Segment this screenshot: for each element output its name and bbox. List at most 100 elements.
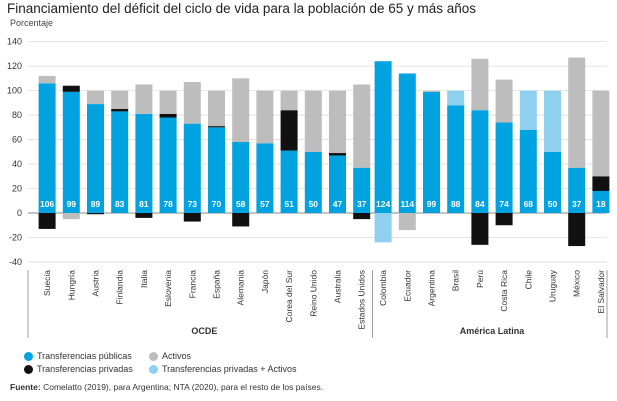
x-tick-label: Finlandia — [115, 270, 125, 305]
bar-segment-activos — [304, 90, 322, 152]
bar-segment-activos — [135, 84, 153, 114]
x-tick-label: Chile — [523, 270, 533, 290]
data-label: 84 — [475, 199, 485, 209]
data-label: 58 — [236, 199, 246, 209]
bar-segment-activos — [159, 90, 177, 114]
stacked-bar-chart: -40 -20 0 20 40 60 80 100 120 140 106 Suecia 99 Hungr… — [7, 37, 610, 338]
bar-segment-publicas — [208, 127, 225, 213]
bar-segment-activos — [62, 213, 80, 220]
bar-segment-privadas — [280, 110, 298, 151]
bar-segment-activos — [592, 90, 610, 177]
y-tick-label: 0 — [17, 208, 22, 218]
bar-segment-publicas — [447, 105, 465, 213]
y-axis-unit-label: Porcentaje — [10, 18, 54, 28]
x-tick-label: Uruguay — [548, 269, 558, 302]
legend-item-privadas-activos: Transferencias privadas + Activos — [149, 364, 296, 374]
legend-item-publicas: Transferencias públicas — [24, 351, 132, 361]
x-tick-label: Italia — [139, 270, 149, 288]
data-label: 57 — [260, 199, 270, 209]
bar-segment-privadas — [38, 213, 56, 229]
data-label: 18 — [596, 199, 606, 209]
x-tick-label: Francia — [187, 270, 197, 299]
source-note: Fuente: Comelatto (2019), para Argentina… — [10, 382, 323, 392]
bar-segment-publicas — [232, 142, 250, 213]
bar-segment-activos — [423, 90, 440, 92]
data-label: 70 — [212, 199, 222, 209]
source-text: Comelatto (2019), para Argentina; NTA (2… — [43, 382, 324, 392]
data-label: 124 — [376, 199, 390, 209]
bar-segment-activos — [353, 84, 371, 168]
bar-segment-privadas — [183, 213, 201, 222]
bar-segment-activos — [87, 90, 104, 105]
bar-segment-privadas — [135, 213, 153, 218]
legend-label-privadas-activos: Transferencias privadas + Activos — [162, 364, 297, 374]
y-tick-label: -40 — [9, 257, 22, 267]
x-tick-label: Australia — [333, 270, 343, 303]
x-tick-label: Colombia — [378, 270, 388, 306]
legend-swatch-publicas — [24, 351, 33, 361]
bar-segment-publicas — [135, 113, 153, 213]
bar-segment-publicas — [423, 91, 440, 213]
x-tick-label: Alemania — [236, 270, 246, 306]
y-tick-label: 40 — [12, 159, 22, 169]
bar-segment-activos — [568, 57, 586, 168]
x-tick-label: Japón — [260, 270, 270, 293]
x-tick-label: Eslovenia — [163, 270, 173, 307]
bar-segment-activos — [232, 78, 250, 143]
data-label: 74 — [499, 199, 509, 209]
y-tick-label: 120 — [7, 61, 22, 71]
bar-segment-privadas — [592, 176, 610, 191]
x-tick-label: Brasil — [451, 270, 461, 291]
x-tick-label: México — [572, 270, 582, 297]
bar-segment-publicas — [495, 122, 513, 213]
x-tick-label: Hungría — [66, 270, 76, 301]
bar-segment-activos — [398, 213, 416, 231]
bar-segment-privadas — [329, 153, 346, 156]
bar-segment-activos — [183, 82, 201, 124]
data-label: 37 — [572, 199, 582, 209]
x-tick-label: España — [212, 270, 222, 299]
data-label: 68 — [524, 199, 534, 209]
bar-segment-publicas — [159, 117, 177, 213]
bar-segment-publicas — [544, 151, 561, 213]
source-label: Fuente: — [10, 382, 41, 392]
bar-segment-privadas — [568, 213, 586, 247]
bar-segment-privadas — [111, 108, 129, 112]
bar-segment-publicas — [256, 143, 274, 213]
bar-segment-activos — [495, 79, 513, 123]
y-tick-label: 140 — [7, 37, 22, 47]
data-label: 99 — [67, 199, 77, 209]
data-label: 51 — [284, 199, 294, 209]
bar-segment-publicas — [87, 104, 104, 213]
y-tick-label: 20 — [12, 184, 22, 194]
bar-segment-publicas — [398, 73, 416, 214]
data-label: 114 — [400, 199, 414, 209]
legend-label-activos: Activos — [162, 351, 192, 361]
x-tick-label: Reino Unido — [308, 270, 318, 317]
legend-label-privadas: Transferencias privadas — [37, 364, 133, 374]
bar-segment-publicas — [471, 110, 489, 213]
bar-segment-publicas — [519, 129, 537, 213]
x-tick-label: Estados Unidos — [357, 270, 367, 330]
data-label: 88 — [451, 199, 461, 209]
bar-segment-publicas — [111, 111, 129, 213]
bar-segment-publicas — [329, 155, 346, 213]
bar-segment-activos — [471, 58, 489, 111]
bar-segment-activos — [111, 90, 129, 109]
bar-segment-privadas — [87, 213, 104, 215]
x-tick-label: Ecuador — [402, 270, 412, 302]
bar-segment-privadas — [495, 213, 513, 226]
bar-segment-privadas-activos — [447, 90, 465, 106]
bar-segment-publicas — [280, 150, 298, 213]
data-label: 89 — [91, 199, 101, 209]
x-tick-label: Perú — [475, 270, 485, 288]
x-tick-label: Austria — [91, 270, 101, 297]
legend-item-activos: Activos — [149, 351, 191, 361]
bar-segment-privadas — [159, 113, 177, 118]
bar-segment-activos — [280, 90, 298, 111]
data-label: 78 — [163, 199, 173, 209]
group-label: América Latina — [460, 326, 526, 336]
bar-segment-publicas — [374, 61, 392, 213]
y-tick-label: 100 — [7, 86, 22, 96]
x-tick-label: Argentina — [427, 270, 437, 307]
